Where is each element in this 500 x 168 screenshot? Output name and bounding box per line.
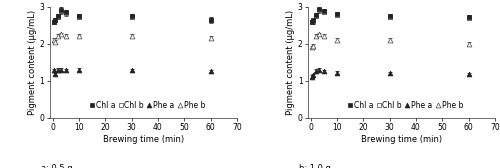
Legend: Chl a, Chl b, Phe a, Phe b: Chl a, Chl b, Phe a, Phe b xyxy=(88,99,206,112)
Text: a: 0.5 g: a: 0.5 g xyxy=(40,164,72,168)
Text: b: 1.0 g: b: 1.0 g xyxy=(298,164,330,168)
Y-axis label: Pigment content (µg/mL): Pigment content (µg/mL) xyxy=(286,10,295,115)
X-axis label: Brewing time (min): Brewing time (min) xyxy=(103,135,184,144)
Legend: Chl a, Chl b, Phe a, Phe b: Chl a, Chl b, Phe a, Phe b xyxy=(346,99,465,112)
Y-axis label: Pigment content (µg/mL): Pigment content (µg/mL) xyxy=(28,10,37,115)
X-axis label: Brewing time (min): Brewing time (min) xyxy=(361,135,442,144)
